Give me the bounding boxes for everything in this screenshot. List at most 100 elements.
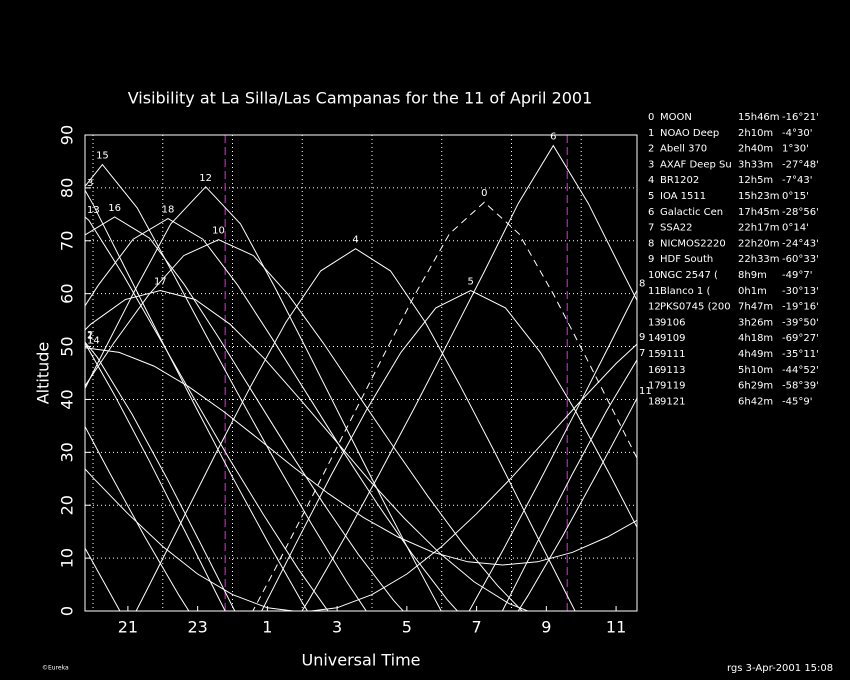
legend-dec: -4°30' — [782, 128, 812, 139]
legend-ra: 15h23m — [738, 191, 780, 202]
legend-label: 18 — [648, 396, 661, 407]
legend-entry: 0 MOON 15h46m -16°21' — [648, 112, 819, 123]
visibility-curve — [85, 397, 637, 611]
legend-ra: 22h20m — [738, 238, 780, 249]
y-axis-label: Altitude — [34, 342, 53, 405]
visibility-curve — [85, 189, 309, 611]
visibility-curve — [301, 144, 637, 611]
curve-label: 8 — [639, 278, 645, 289]
legend-entry: 169113 5h10m -44°52' — [648, 365, 819, 376]
legend-name: 9109 — [660, 333, 685, 344]
legend-name: NICMOS2220 — [660, 238, 726, 249]
legend-entry: 159111 4h49m -35°11' — [648, 349, 819, 360]
legend-label: 2 — [648, 144, 654, 155]
legend-dec: -45°9' — [782, 396, 812, 407]
legend-entry: 2 Abell 370 2h40m 1°30' — [648, 144, 809, 155]
legend-dec: -49°7' — [782, 270, 812, 281]
legend-entry: 8 NICMOS2220 22h20m -24°43' — [648, 238, 819, 249]
x-tick-label: 7 — [472, 618, 482, 637]
legend-dec: -58°39' — [782, 381, 819, 392]
legend-ra: 12h5m — [738, 175, 773, 186]
visibility-curve — [501, 358, 637, 611]
legend-name: 9113 — [660, 365, 685, 376]
legend-dec: -19°16' — [782, 302, 819, 313]
legend-entry: 139106 3h26m -39°50' — [648, 317, 819, 328]
visibility-curve — [85, 342, 226, 611]
curve-label: 3 — [87, 178, 93, 189]
legend-ra: 8h9m — [738, 270, 767, 281]
legend-label: 8 — [648, 238, 654, 249]
x-tick-label: 3 — [332, 618, 342, 637]
legend-dec: -44°52' — [782, 365, 819, 376]
visibility-curve — [85, 216, 404, 611]
legend-ra: 0h1m — [738, 286, 767, 297]
y-tick-label: 80 — [58, 178, 77, 198]
legend-label: 5 — [648, 191, 654, 202]
x-tick-label: 21 — [118, 618, 138, 637]
legend-name: PKS0745 (200 — [660, 302, 731, 313]
y-tick-label: 40 — [58, 389, 77, 409]
legend-name: 9111 — [660, 349, 685, 360]
curve-label: 18 — [162, 205, 175, 216]
curve-label: 15 — [96, 151, 109, 162]
legend-entry: 10NGC 2547 (8h9m -49°7' — [648, 270, 812, 281]
legend-dec: 0°15' — [782, 191, 809, 202]
logo: ©Eureka — [42, 665, 69, 672]
legend-dec: 0°14' — [782, 223, 809, 234]
curve-label: 0 — [481, 188, 487, 199]
visibility-curve — [85, 289, 637, 611]
visibility-curve — [85, 186, 442, 611]
legend-entry: 6 Galactic Cen 17h45m -28°56' — [648, 207, 819, 218]
legend-label: 0 — [648, 112, 654, 123]
legend-name: IOA 1511 — [660, 191, 706, 202]
y-tick-label: 30 — [58, 442, 77, 462]
x-tick-label: 1 — [262, 618, 272, 637]
visibility-curve — [85, 163, 367, 611]
legend-entry: 12PKS0745 (200 7h47m -19°16' — [648, 302, 819, 313]
legend-dec: -28°56' — [782, 207, 819, 218]
legend-name: Galactic Cen — [660, 207, 723, 218]
legend-dec: -69°27' — [782, 333, 819, 344]
visibility-curve — [85, 239, 523, 611]
legend-label: 11 — [648, 286, 661, 297]
legend-entry: 5 IOA 1511 15h23m 0°15' — [648, 191, 809, 202]
legend-name: 9106 — [660, 317, 685, 328]
y-tick-label: 60 — [58, 283, 77, 303]
curve-label: 2 — [87, 330, 93, 341]
x-tick-label: 11 — [606, 618, 626, 637]
curve-label: 6 — [550, 132, 556, 143]
labels: 00 MOON 15h46m -16°21'11 NOAO Deep 2h10m -4°30… — [87, 112, 819, 407]
legend-label: 13 — [648, 317, 661, 328]
legend-label: 15 — [648, 349, 661, 360]
x-tick-label: 9 — [541, 618, 551, 637]
curve-label: 16 — [108, 203, 121, 214]
legend-entry: 149109 4h18m -69°27' — [648, 333, 819, 344]
legend-entry: 4 BR1202 12h5m -7°43' — [648, 175, 812, 186]
legend-dec: -7°43' — [782, 175, 812, 186]
curve-label: 4 — [352, 235, 358, 246]
legend-ra: 3h33m — [738, 159, 773, 170]
y-tick-label: 70 — [58, 231, 77, 251]
curve-label: 17 — [154, 276, 167, 287]
legend-entry: 179119 6h29m -58°39' — [648, 381, 819, 392]
legend-label: 7 — [648, 223, 654, 234]
legend-ra: 17h45m — [738, 207, 780, 218]
legend-entry: 11Blanco 1 (0h1m -30°13' — [648, 286, 819, 297]
x-axis-label: Universal Time — [301, 651, 420, 670]
visibility-curve — [135, 248, 576, 611]
legend-entry: 1 NOAO Deep 2h10m -4°30' — [648, 128, 812, 139]
visibility-curve — [85, 343, 637, 611]
legend-entry: 189121 6h42m -45°9' — [648, 396, 812, 407]
legend-name: NOAO Deep — [660, 128, 719, 139]
legend-name: Blanco 1 ( — [660, 286, 710, 297]
legend-dec: -39°50' — [782, 317, 819, 328]
legend-dec: -16°21' — [782, 112, 819, 123]
legend-ra: 6h42m — [738, 396, 773, 407]
chart-title: Visibility at La Silla/Las Campanas for … — [128, 89, 593, 108]
curve-label: 7 — [639, 348, 645, 359]
legend-dec: -60°33' — [782, 254, 819, 265]
legend-ra: 2h10m — [738, 128, 773, 139]
legend-ra: 5h10m — [738, 365, 773, 376]
legend-ra: 4h49m — [738, 349, 773, 360]
y-tick-label: 90 — [58, 125, 77, 145]
